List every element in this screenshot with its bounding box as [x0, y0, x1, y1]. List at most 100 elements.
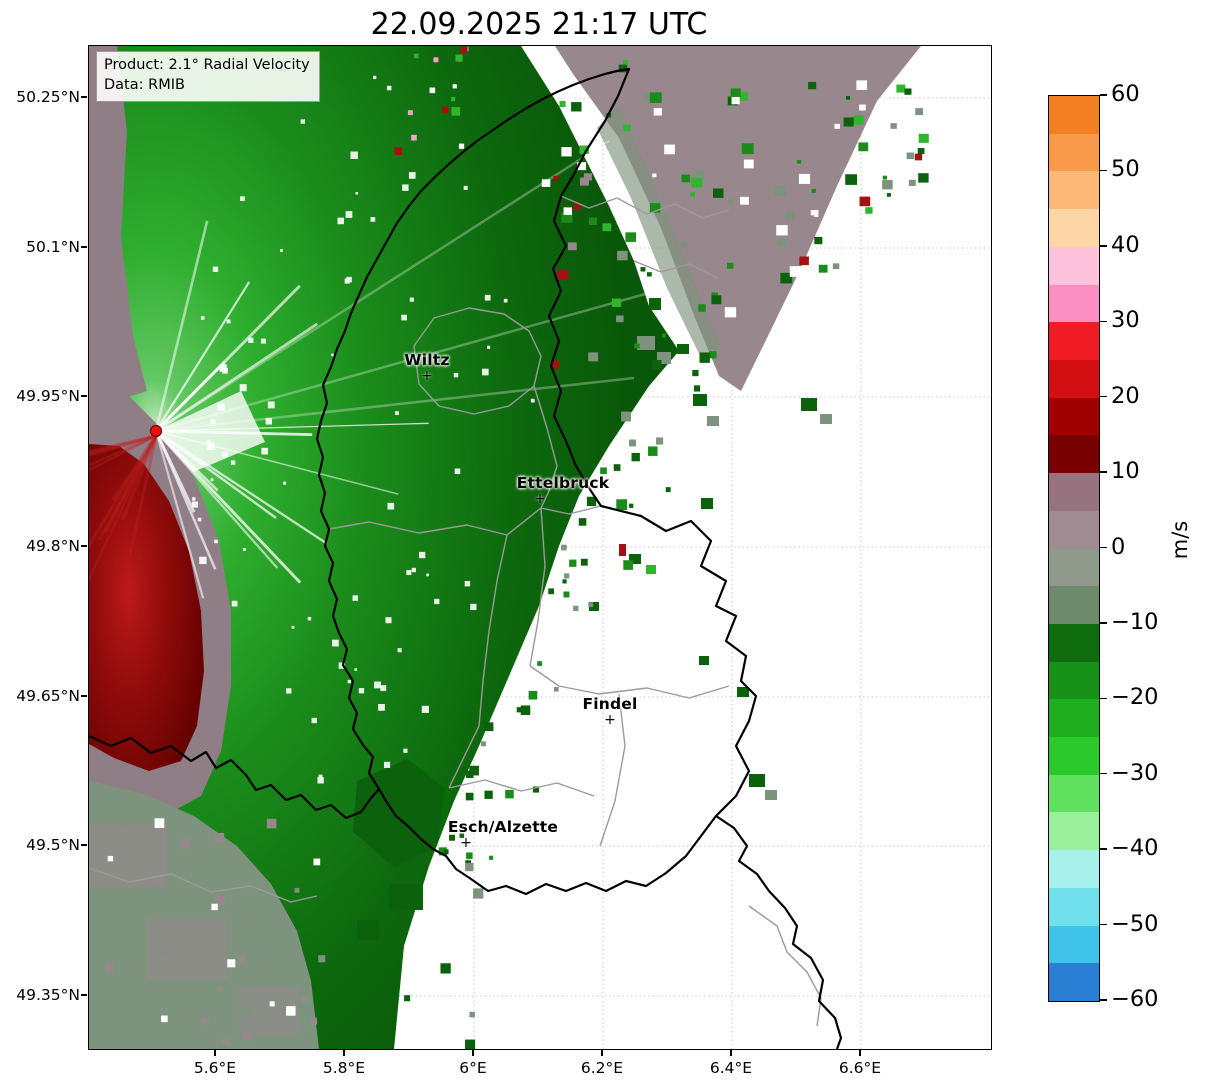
- echo-patch: [737, 687, 749, 697]
- product-legend: Product: 2.1° Radial Velocity Data: RMIB: [96, 51, 320, 102]
- y-tick-mark: [81, 844, 87, 846]
- field-west-edge-mauve-strip: [89, 46, 147, 401]
- legend-product-line: Product: 2.1° Radial Velocity: [104, 57, 310, 73]
- echo-patch: [701, 498, 713, 509]
- x-tick-label: 5.6°E: [193, 1059, 237, 1077]
- map-borders: [89, 67, 843, 1049]
- colorbar-segment: [1049, 548, 1099, 587]
- y-tick-label: 49.95°N: [16, 387, 80, 405]
- x-tick-mark: [601, 1050, 603, 1056]
- y-tick-label: 49.35°N: [16, 986, 80, 1004]
- colorbar-tick-label: 40: [1111, 232, 1140, 259]
- colorbar-tick-label: 10: [1111, 458, 1140, 485]
- echo-patch: [357, 920, 379, 940]
- x-tick-mark: [859, 1050, 861, 1056]
- colorbar-tick-mark: [1100, 546, 1107, 549]
- echo-patch: [637, 336, 655, 350]
- y-tick-mark: [81, 96, 87, 98]
- colorbar-tick-mark: [1100, 697, 1107, 700]
- colorbar-segment: [1049, 246, 1099, 286]
- colorbar-tick-label: −10: [1111, 609, 1159, 636]
- colorbar-tick-label: 50: [1111, 156, 1140, 183]
- colorbar-segment: [1049, 397, 1099, 437]
- colorbar-segment: [1049, 284, 1099, 324]
- colorbar-segment: [1049, 435, 1099, 474]
- colorbar-tick-mark: [1100, 320, 1107, 322]
- field-sw-mauve-patch: [147, 918, 227, 980]
- city-label: Ettelbruck: [516, 474, 610, 492]
- echo-patch: [820, 414, 832, 424]
- echo-patch: [629, 554, 641, 564]
- y-tick-mark: [81, 545, 87, 547]
- colorbar-tick-label: −30: [1111, 759, 1159, 786]
- colorbar-segment: [1049, 209, 1099, 248]
- city-ettelbruck: Ettelbruck +: [516, 474, 610, 506]
- x-tick-label: 6.6°E: [838, 1059, 882, 1077]
- echo-patch: [619, 544, 626, 556]
- colorbar-segment: [1049, 623, 1099, 663]
- border-france-germany: [715, 815, 843, 1049]
- field-ne-band-green-streak: [597, 106, 721, 362]
- city-marker-cross: +: [460, 835, 472, 851]
- colorbar-segment: [1049, 586, 1099, 625]
- colorbar-segment: [1049, 133, 1099, 173]
- radar-site-dot: [149, 424, 163, 438]
- border-belgium-france: [89, 734, 380, 820]
- field-main-green-region: [89, 46, 679, 1049]
- colorbar-segment: [1049, 812, 1099, 851]
- echo-patch: [707, 416, 719, 426]
- echo-patch: [765, 790, 777, 800]
- city-marker-cross: +: [421, 368, 433, 384]
- district-borders-gray: [89, 195, 822, 1027]
- colorbar-tick-label: −20: [1111, 684, 1159, 711]
- colorbar-segment: [1049, 171, 1099, 210]
- y-tick-label: 50.25°N: [16, 88, 80, 106]
- city-label: Findel: [582, 695, 638, 713]
- colorbar-segment: [1049, 510, 1099, 550]
- colorbar-segment: [1049, 322, 1099, 361]
- colorbar: [1048, 95, 1100, 1002]
- colorbar-segment: [1049, 925, 1099, 965]
- colorbar-segment: [1049, 850, 1099, 889]
- colorbar-segment: [1049, 661, 1099, 701]
- y-tick-mark: [81, 994, 87, 996]
- echo-patch: [646, 565, 656, 574]
- x-tick-mark: [472, 1050, 474, 1056]
- echo-patch: [699, 656, 709, 665]
- map-axes: Product: 2.1° Radial Velocity Data: RMIB: [88, 45, 992, 1050]
- colorbar-tick-mark: [1100, 169, 1107, 172]
- scattered-echo-patches: [357, 298, 832, 940]
- border-luxembourg: [315, 67, 758, 896]
- radial-spoke: [155, 139, 610, 433]
- colorbar-tick-mark: [1100, 395, 1107, 398]
- radar-map-plot: [89, 46, 991, 1049]
- colorbar-tick-mark: [1100, 245, 1107, 247]
- colorbar-tick-mark: [1100, 622, 1107, 624]
- y-tick-mark: [81, 695, 87, 697]
- y-tick-label: 49.5°N: [26, 836, 80, 854]
- echo-patch: [589, 602, 599, 611]
- city-findel: Findel +: [582, 695, 638, 727]
- colorbar-segment: [1049, 887, 1099, 927]
- echo-patch: [389, 884, 423, 910]
- colorbar-segment: [1049, 359, 1099, 399]
- colorbar-segment: [1049, 737, 1099, 776]
- figure-title: 22.09.2025 21:17 UTC: [370, 7, 708, 42]
- field-ne-stratiform-band: [555, 46, 921, 391]
- colorbar-segment: [1049, 473, 1099, 512]
- legend-data-line: Data: RMIB: [104, 77, 185, 94]
- x-tick-label: 6°E: [459, 1059, 487, 1077]
- colorbar-tick-mark: [1100, 999, 1107, 1001]
- city-label: Wiltz: [404, 351, 450, 369]
- y-tick-label: 49.65°N: [16, 687, 80, 705]
- city-esch-alzette: Esch/Alzette +: [448, 818, 558, 851]
- city-wiltz: Wiltz +: [404, 351, 450, 384]
- echo-patch: [801, 398, 817, 411]
- x-tick-mark: [343, 1050, 345, 1056]
- colorbar-tick-mark: [1100, 471, 1107, 473]
- velocity-field: [89, 46, 929, 1049]
- colorbar-tick-label: 30: [1111, 307, 1140, 334]
- colorbar-tick-mark: [1100, 923, 1107, 926]
- colorbar-tick-label: −50: [1111, 910, 1159, 937]
